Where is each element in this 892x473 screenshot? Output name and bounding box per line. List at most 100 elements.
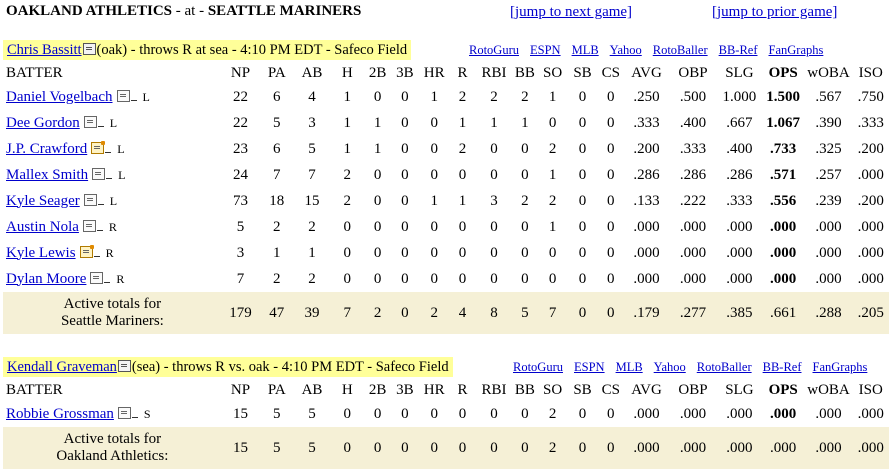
stat-np: 24 [233, 166, 248, 183]
ext-link-fangraphs[interactable]: FanGraphs [812, 360, 868, 374]
stat-r: 0 [458, 270, 467, 287]
notes-icon[interactable] [83, 115, 97, 128]
col-header-iso[interactable]: ISO [858, 381, 883, 398]
ext-link-bbref[interactable]: BB-Ref [762, 360, 802, 374]
total-ab: 5 [294, 427, 330, 469]
underscore-mark [106, 170, 113, 179]
ext-link-rotoguru[interactable]: RotoGuru [469, 43, 519, 57]
col-header-woba[interactable]: wOBA [807, 381, 850, 398]
col-header-2b[interactable]: 2B [368, 381, 387, 398]
col-header-rbi[interactable]: RBI [481, 64, 507, 81]
col-header-avg[interactable]: AVG [631, 381, 662, 398]
notes-icon[interactable] [83, 193, 97, 206]
batter-name-link[interactable]: Austin Nola [6, 218, 79, 235]
col-header-ab[interactable]: AB [301, 64, 323, 81]
col-header-r[interactable]: R [457, 64, 468, 81]
col-header-sb[interactable]: SB [573, 64, 592, 81]
ext-link-fangraphs[interactable]: FanGraphs [768, 43, 824, 57]
total-2b: 0 [364, 427, 391, 469]
col-header-hr[interactable]: HR [423, 64, 445, 81]
news-icon[interactable] [91, 140, 106, 154]
col-header-h[interactable]: H [341, 64, 353, 81]
notes-icon[interactable] [117, 360, 131, 372]
col-header-iso[interactable]: ISO [858, 64, 883, 81]
batter-name-link[interactable]: Daniel Vogelbach [6, 88, 113, 105]
batter-name-link[interactable]: Kyle Seager [6, 192, 80, 209]
col-header-bb[interactable]: BB [514, 64, 535, 81]
pitcher-name-link[interactable]: Chris Bassitt [7, 42, 82, 58]
col-header-pa[interactable]: PA [267, 64, 286, 81]
ext-link-rotoballer[interactable]: RotoBaller [696, 360, 752, 374]
pitcher-name-link[interactable]: Kendall Graveman [7, 359, 117, 375]
stat-hr: 0 [430, 405, 438, 422]
col-header-cs[interactable]: CS [601, 64, 620, 81]
batter-name-link[interactable]: Robbie Grossman [6, 405, 114, 422]
col-header-so[interactable]: SO [543, 381, 563, 398]
ext-link-rotoguru[interactable]: RotoGuru [513, 360, 563, 374]
col-header-pa[interactable]: PA [267, 381, 286, 398]
notes-icon[interactable] [82, 43, 96, 55]
ext-link-espn[interactable]: ESPN [574, 360, 605, 374]
notes-icon[interactable] [117, 406, 131, 419]
col-header-3b[interactable]: 3B [396, 381, 414, 398]
news-icon[interactable] [79, 244, 94, 258]
col-header-r[interactable]: R [457, 381, 468, 398]
col-header-so[interactable]: SO [543, 64, 563, 81]
col-header-cs[interactable]: CS [601, 381, 620, 398]
col-header-rbi[interactable]: RBI [481, 381, 507, 398]
col-header-3b[interactable]: 3B [396, 64, 414, 81]
ext-link-mlb[interactable]: MLB [571, 43, 599, 57]
next-game-link[interactable]: [jump to next game] [510, 4, 633, 20]
col-header-ab[interactable]: AB [301, 381, 323, 398]
batter-name-link[interactable]: Mallex Smith [6, 166, 89, 183]
notes-icon[interactable] [90, 271, 104, 284]
col-header-np[interactable]: NP [230, 64, 251, 81]
stat-obp: .500 [679, 88, 707, 105]
prior-game-link[interactable]: [jump to prior game] [712, 4, 838, 20]
ext-link-bbref[interactable]: BB-Ref [718, 43, 758, 57]
col-header-ops[interactable]: OPS [768, 381, 798, 398]
stat-sb: 0 [578, 244, 587, 261]
stat-h: 1 [343, 114, 351, 131]
col-header-batter[interactable]: BATTER [6, 381, 63, 398]
col-header-slg[interactable]: SLG [725, 64, 754, 81]
stat-so: 2 [548, 405, 557, 422]
col-header-2b[interactable]: 2B [368, 64, 387, 81]
ext-link-mlb[interactable]: MLB [615, 360, 643, 374]
ext-link-espn[interactable]: ESPN [530, 43, 561, 57]
stat-pa: 18 [269, 192, 285, 209]
stat-pa: 6 [273, 88, 281, 105]
col-header-avg[interactable]: AVG [631, 64, 662, 81]
col-header-h[interactable]: H [341, 381, 353, 398]
col-header-hr[interactable]: HR [423, 381, 445, 398]
notes-icon[interactable] [82, 219, 96, 232]
matchup-separator: - at - [175, 3, 205, 19]
stat-h: 1 [343, 140, 351, 157]
batter-cell: Mallex Smith L [3, 162, 222, 188]
col-header-obp[interactable]: OBP [678, 64, 708, 81]
col-header-woba[interactable]: wOBA [807, 64, 850, 81]
ext-link-yahoo[interactable]: Yahoo [653, 360, 686, 374]
batter-row: Dee Gordon L 22 5 3 1 1 0 0 1 1 1 0 0 0 .333 .400 .667 1.0… [3, 110, 889, 136]
notes-icon[interactable] [116, 89, 130, 102]
col-header-obp[interactable]: OBP [678, 381, 708, 398]
total-slg: .385 [716, 292, 762, 334]
stat-r: 2 [458, 140, 467, 157]
stat-rbi: 3 [490, 192, 498, 209]
stat-h: 0 [343, 270, 351, 287]
col-header-batter[interactable]: BATTER [6, 64, 63, 81]
notes-icon[interactable] [92, 167, 106, 180]
batter-name-link[interactable]: J.P. Crawford [6, 140, 88, 157]
batter-name-link[interactable]: Dylan Moore [6, 270, 87, 287]
external-links: RotoGuru ESPN MLB Yahoo RotoBaller BB-Ref FanG… [513, 357, 878, 377]
batter-hand: L [142, 89, 150, 104]
batter-name-link[interactable]: Kyle Lewis [6, 244, 76, 261]
col-header-slg[interactable]: SLG [725, 381, 754, 398]
col-header-np[interactable]: NP [230, 381, 251, 398]
ext-link-rotoballer[interactable]: RotoBaller [652, 43, 708, 57]
col-header-ops[interactable]: OPS [768, 64, 798, 81]
ext-link-yahoo[interactable]: Yahoo [609, 43, 642, 57]
col-header-bb[interactable]: BB [514, 381, 535, 398]
col-header-sb[interactable]: SB [573, 381, 592, 398]
batter-name-link[interactable]: Dee Gordon [6, 114, 80, 131]
